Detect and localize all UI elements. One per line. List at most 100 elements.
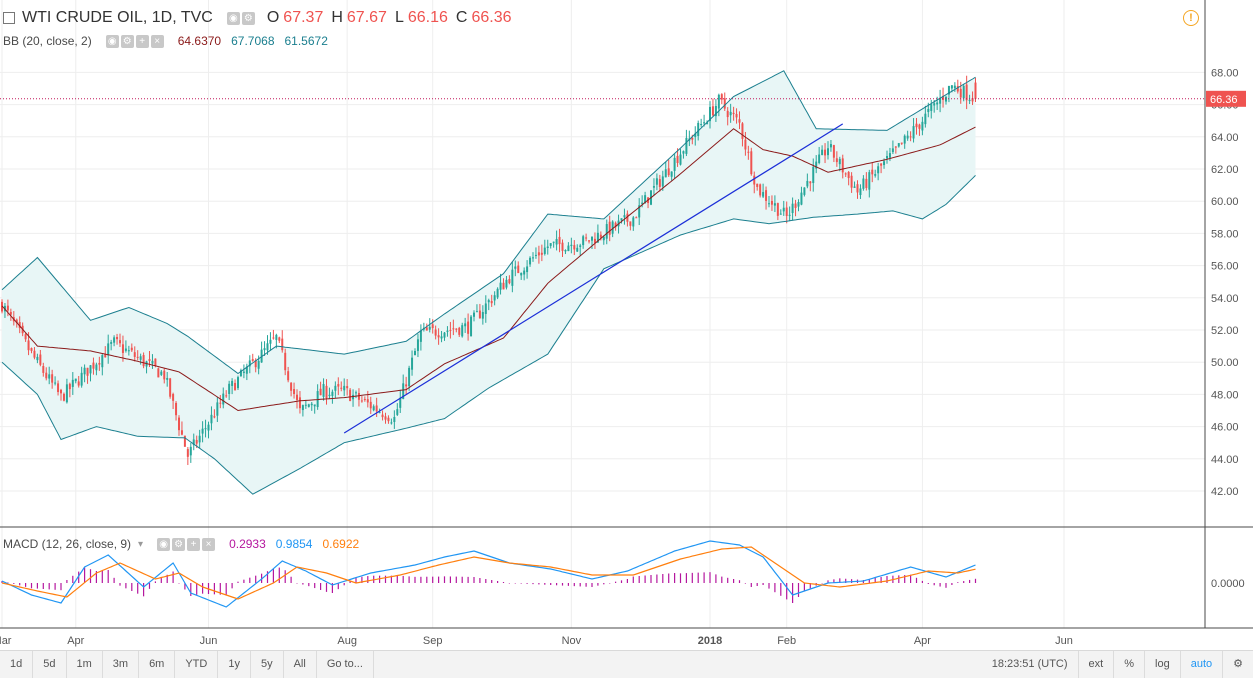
candle-body xyxy=(51,374,54,383)
candle-body xyxy=(593,238,596,243)
macd-hist-bar xyxy=(219,583,221,595)
candle-body xyxy=(968,99,971,101)
macd-hist-bar xyxy=(408,576,410,583)
ext-toggle[interactable]: ext xyxy=(1079,651,1115,678)
plus-icon[interactable]: + xyxy=(135,34,149,48)
candle-body xyxy=(903,135,906,144)
log-toggle[interactable]: log xyxy=(1145,651,1181,678)
candle-body xyxy=(723,98,726,109)
range-5d[interactable]: 5d xyxy=(33,651,67,678)
macd-hist-bar xyxy=(733,579,735,583)
macd-hist-bar xyxy=(561,583,564,586)
macd-hist-bar xyxy=(845,578,847,583)
eye-icon[interactable]: ◉ xyxy=(105,34,119,48)
macd-hist-bar xyxy=(1,581,3,583)
price-tick-label: 58.00 xyxy=(1211,228,1239,240)
candle-body xyxy=(127,350,130,352)
range-1m[interactable]: 1m xyxy=(67,651,103,678)
percent-toggle[interactable]: % xyxy=(1114,651,1146,678)
macd-hist-bar xyxy=(184,583,186,590)
candle-body xyxy=(664,169,667,178)
candle-body xyxy=(207,424,210,431)
range-5y[interactable]: 5y xyxy=(251,651,284,678)
macd-hist-bar xyxy=(48,583,50,590)
macd-hist-bar xyxy=(231,583,233,589)
candle-body xyxy=(782,207,785,212)
range-1y[interactable]: 1y xyxy=(218,651,251,678)
range-all[interactable]: All xyxy=(284,651,317,678)
clock[interactable]: 18:23:51 (UTC) xyxy=(982,651,1079,678)
price-tick-label: 52.00 xyxy=(1211,325,1239,337)
candle-body xyxy=(48,374,51,379)
candle-body xyxy=(655,178,658,185)
candle-body xyxy=(352,394,355,400)
auto-toggle[interactable]: auto xyxy=(1181,651,1224,678)
bb-lower-value: 61.5672 xyxy=(284,34,328,48)
candle-body xyxy=(965,84,968,101)
candle-body xyxy=(888,153,891,158)
plus-icon[interactable]: + xyxy=(187,537,201,551)
macd-hist-bar xyxy=(644,575,646,583)
candle-body xyxy=(508,279,511,284)
macd-hist-bar xyxy=(585,583,587,587)
close-icon[interactable]: × xyxy=(202,537,216,551)
price-tick-label: 56.00 xyxy=(1211,261,1239,273)
candle-body xyxy=(865,178,868,188)
candle-body xyxy=(313,404,316,407)
goto-button[interactable]: Go to... xyxy=(317,651,374,678)
candle-body xyxy=(750,151,753,175)
candle-body xyxy=(296,394,298,400)
candle-body xyxy=(582,236,585,246)
macd-hist-bar xyxy=(662,574,664,583)
macd-hist-bar xyxy=(957,582,959,583)
symbol-title[interactable]: WTI CRUDE OIL, 1D, TVC xyxy=(22,9,213,26)
candle-body xyxy=(455,328,458,330)
macd-hist-bar xyxy=(532,583,534,585)
candle-body xyxy=(195,439,198,444)
candle-body xyxy=(86,367,89,376)
candle-body xyxy=(384,416,387,420)
range-3m[interactable]: 3m xyxy=(103,651,140,678)
price-tick-label: 60.00 xyxy=(1211,196,1239,208)
settings-icon[interactable]: ⚙ xyxy=(120,34,134,48)
candle-body xyxy=(644,195,647,204)
bb-upper-line xyxy=(1,70,976,375)
candle-body xyxy=(65,384,68,403)
close-label: C xyxy=(455,9,468,26)
candle-body xyxy=(101,355,104,368)
candle-body xyxy=(891,148,894,153)
candle-body xyxy=(316,391,319,408)
candle-body xyxy=(511,269,514,286)
macd-hist-bar xyxy=(19,583,21,586)
eye-icon[interactable]: ◉ xyxy=(157,537,171,551)
macd-hist-bar xyxy=(839,578,841,583)
symbol-box[interactable] xyxy=(3,12,15,24)
candle-body xyxy=(950,85,953,89)
candle-body xyxy=(201,428,204,434)
macd-hist-bar xyxy=(721,576,723,583)
macd-hist-bar xyxy=(756,583,758,586)
close-icon[interactable]: × xyxy=(150,34,164,48)
settings-icon[interactable]: ⚙ xyxy=(1233,658,1243,670)
macd-hist-bar xyxy=(792,583,794,603)
chart-svg[interactable]: 42.00 44.00 46.00 48.00 50.00 52.00 54.00 56.00… xyxy=(0,0,1253,650)
candle-body xyxy=(685,137,688,154)
candle-body xyxy=(414,350,416,356)
range-1d[interactable]: 1d xyxy=(0,651,34,678)
macd-hist-bar xyxy=(573,583,575,587)
settings-icon[interactable]: ⚙ xyxy=(172,537,186,551)
range-ytd[interactable]: YTD xyxy=(175,651,219,678)
caret-down-icon[interactable]: ▾ xyxy=(138,538,144,550)
range-6m[interactable]: 6m xyxy=(139,651,176,678)
candle-body xyxy=(714,105,717,117)
settings-icon[interactable]: ⚙ xyxy=(241,11,255,25)
candle-body xyxy=(298,397,301,409)
bb-label[interactable]: BB (20, close, 2) xyxy=(3,34,92,48)
alert-icon[interactable]: ! xyxy=(1183,10,1199,26)
macd-hist-bar xyxy=(119,583,121,586)
macd-hist-bar xyxy=(390,575,392,583)
eye-icon[interactable]: ◉ xyxy=(226,11,240,25)
bb-upper-value: 67.7068 xyxy=(231,34,275,48)
macd-label[interactable]: MACD (12, 26, close, 9) xyxy=(3,537,132,551)
